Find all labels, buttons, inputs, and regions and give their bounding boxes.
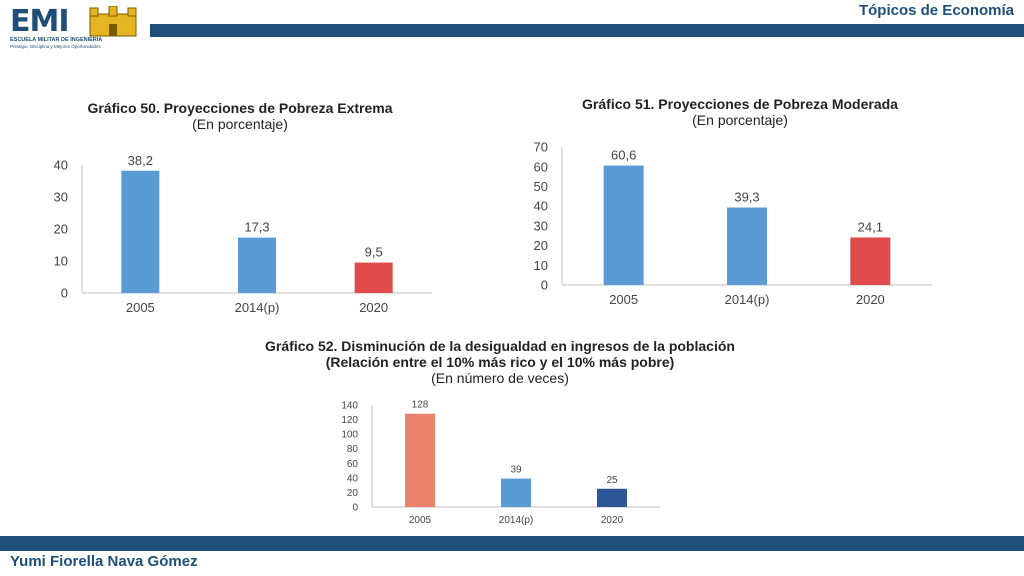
data-label: 24,1	[858, 219, 883, 234]
logo-text: EMI	[10, 4, 70, 39]
x-tick-label: 2014(p)	[725, 292, 770, 307]
chart-50-title: Gráfico 50. Proyecciones de Pobreza Extr…	[87, 100, 393, 116]
x-tick-label: 2014(p)	[499, 515, 533, 526]
bar	[603, 165, 644, 285]
bar	[354, 262, 393, 293]
data-label: 39	[510, 465, 522, 476]
y-tick-label: 10	[534, 258, 548, 273]
data-label: 39,3	[734, 190, 759, 205]
chart-52-subtitle: (En número de veces)	[431, 370, 569, 386]
data-label: 17,3	[244, 220, 269, 235]
chart-51-svg: 0 10 20 30 40 50 60 70 60,6 2005 39,3 2014(p) 24,1 20…	[534, 140, 932, 307]
chart-51-title: Gráfico 51. Proyecciones de Pobreza Mode…	[582, 96, 898, 112]
logo-motto: Prestigio, Disciplina y Mejores Oportuni…	[10, 44, 101, 49]
x-tick-label: 2020	[856, 292, 885, 307]
y-tick-label: 140	[341, 401, 358, 412]
data-label: 60,6	[611, 148, 636, 163]
topic-title: Tópicos de Economía	[858, 2, 1014, 19]
data-label: 128	[412, 400, 429, 411]
y-tick-label: 30	[534, 218, 548, 233]
y-tick-label: 0	[61, 286, 68, 301]
castle-icon	[89, 6, 137, 37]
data-label: 38,2	[128, 153, 153, 168]
x-tick-label: 2020	[601, 515, 624, 526]
x-tick-label: 2005	[609, 292, 638, 307]
y-tick-label: 0	[352, 503, 358, 514]
y-tick-label: 80	[347, 444, 359, 455]
y-tick-label: 20	[347, 488, 359, 499]
bar	[850, 237, 891, 285]
y-tick-label: 50	[534, 179, 548, 194]
x-tick-label: 2020	[359, 300, 388, 315]
x-tick-label: 2005	[409, 515, 432, 526]
author-name: Yumi Fiorella Nava Gómez	[10, 553, 198, 570]
chart-52-title-block: Gráfico 52. Disminución de la desigualda…	[200, 338, 800, 386]
data-label: 25	[606, 475, 618, 486]
bar	[727, 207, 767, 285]
chart-52-svg: 0 20 40 60 80 100 120 140 128 2005 39 2014(p) 25 2020	[341, 400, 660, 526]
y-tick-label: 40	[54, 158, 68, 173]
chart-52-title: Gráfico 52. Disminución de la desigualda…	[265, 338, 735, 354]
logo-subtitle: ESCUELA MILITAR DE INGENIERIA	[10, 37, 103, 43]
header-bar	[150, 24, 1024, 37]
chart-51-title-block: Gráfico 51. Proyecciones de Pobreza Mode…	[550, 96, 930, 128]
bar	[238, 237, 276, 293]
x-tick-label: 2005	[126, 300, 155, 315]
y-tick-label: 60	[534, 159, 548, 174]
bar	[597, 488, 627, 507]
y-tick-label: 30	[54, 190, 68, 205]
chart-50-svg: 0 10 20 30 40 38,2 2005 17,3 2014(p) 9,5 2020	[54, 153, 432, 315]
y-tick-label: 0	[541, 278, 548, 293]
x-tick-label: 2014(p)	[235, 300, 280, 315]
y-tick-label: 60	[347, 459, 359, 470]
y-tick-label: 100	[341, 430, 358, 441]
chart-51-subtitle: (En porcentaje)	[692, 112, 788, 128]
bar	[121, 170, 160, 293]
y-tick-label: 70	[534, 140, 548, 155]
chart-50-subtitle: (En porcentaje)	[192, 116, 288, 132]
y-tick-label: 10	[54, 254, 68, 269]
emi-logo: EMI ESCUELA MILITAR DE INGENIERIA Presti…	[8, 6, 138, 50]
chart-50-title-block: Gráfico 50. Proyecciones de Pobreza Extr…	[60, 100, 420, 132]
chart-52-title-line2: (Relación entre el 10% más rico y el 10%…	[325, 354, 675, 370]
footer-bar	[0, 536, 1024, 551]
y-tick-label: 20	[534, 238, 548, 253]
bar	[405, 413, 435, 507]
y-tick-label: 40	[347, 473, 359, 484]
y-tick-label: 120	[341, 415, 358, 426]
bar	[501, 478, 531, 507]
data-label: 9,5	[365, 245, 383, 260]
y-tick-label: 40	[534, 199, 548, 214]
y-tick-label: 20	[54, 222, 68, 237]
